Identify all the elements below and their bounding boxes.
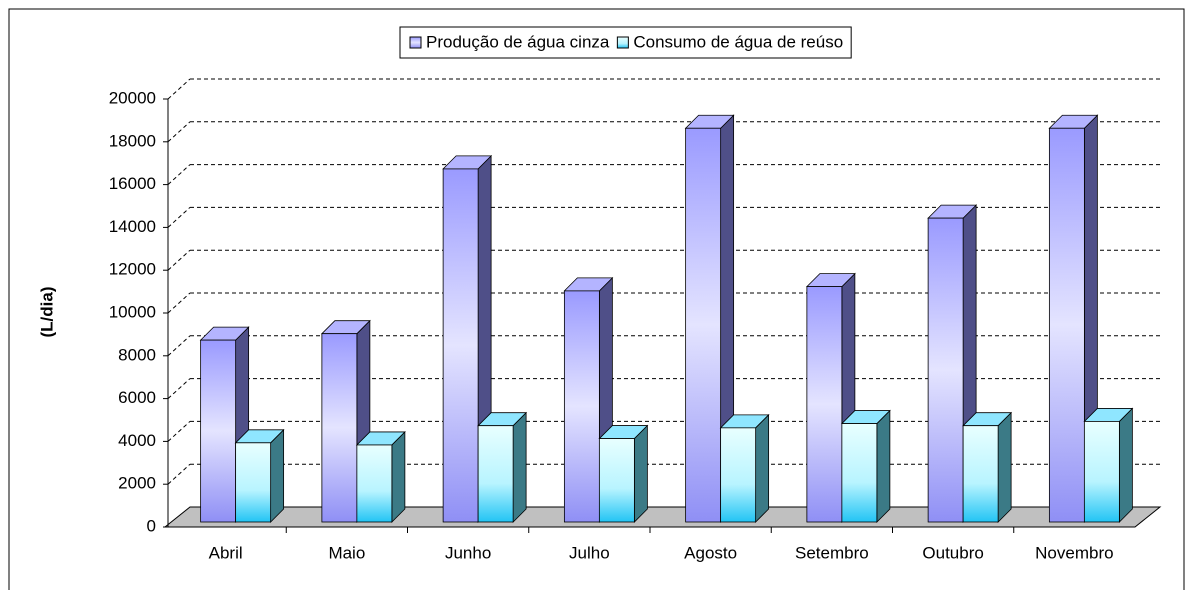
- y-tick-label: 8000: [118, 345, 156, 364]
- grid-line: [167, 207, 191, 228]
- x-tick-label: Outubro: [922, 543, 983, 562]
- bar-side: [755, 413, 770, 523]
- y-tick-label: 6000: [118, 388, 156, 407]
- bar: [234, 428, 285, 523]
- bar-side: [633, 424, 648, 523]
- bar-front: [806, 286, 843, 523]
- legend-swatch: [409, 36, 422, 49]
- y-tick-label: 4000: [118, 431, 156, 450]
- bar-front: [563, 290, 600, 523]
- bar-side: [876, 409, 891, 523]
- legend-swatch: [616, 36, 629, 49]
- bar: [719, 413, 770, 523]
- grid-line: [167, 249, 191, 271]
- legend-label: Produção de água cinza: [426, 32, 610, 51]
- grid-line: [167, 164, 191, 185]
- x-tick-label: Julho: [569, 543, 610, 562]
- bar-side: [997, 411, 1012, 523]
- bar-side: [270, 428, 285, 523]
- bar: [355, 430, 406, 523]
- bar-front: [477, 425, 514, 523]
- bar-front: [1083, 421, 1120, 523]
- y-tick-label: 14000: [109, 217, 156, 236]
- floor: [163, 506, 1162, 528]
- x-tick-label: Junho: [445, 543, 491, 562]
- y-tick-label: 0: [147, 516, 156, 535]
- bar-front: [598, 438, 635, 523]
- bar-side: [512, 411, 527, 523]
- y-tick-label: 16000: [109, 174, 156, 193]
- legend-label: Consumo de água de reúso: [633, 32, 843, 51]
- grid-line: [167, 378, 191, 399]
- grid-line: [167, 335, 191, 357]
- bar: [840, 409, 891, 523]
- bar-front: [927, 217, 964, 523]
- bar: [962, 411, 1013, 523]
- grid-line: [167, 292, 191, 314]
- x-tick-label: Novembro: [1035, 543, 1113, 562]
- y-tick-label: 20000: [109, 88, 156, 107]
- bar-front: [200, 339, 237, 523]
- grid-line: [167, 78, 191, 100]
- frame: [8, 8, 1185, 590]
- y-axis-label: (L/dia): [37, 287, 56, 338]
- x-tick-label: Abril: [209, 543, 243, 562]
- y-tick-label: 2000: [118, 474, 156, 493]
- bar: [1083, 407, 1134, 523]
- x-tick-label: Maio: [328, 543, 365, 562]
- bar: [477, 411, 528, 523]
- grid-line: [167, 121, 191, 143]
- bar-front: [1048, 127, 1085, 523]
- bar-side: [1118, 407, 1133, 523]
- bar-front: [356, 444, 393, 523]
- x-tick-label: Setembro: [795, 543, 869, 562]
- bar-front: [442, 168, 479, 523]
- bar-front: [321, 333, 358, 523]
- grid-line: [167, 421, 191, 442]
- bar-front: [720, 427, 757, 523]
- bar: [598, 424, 649, 523]
- y-tick-label: 18000: [109, 131, 156, 150]
- bar-front: [685, 127, 722, 523]
- grid-line: [167, 463, 191, 485]
- x-tick-label: Agosto: [684, 543, 737, 562]
- bar-front: [962, 425, 999, 523]
- bar-front: [841, 423, 878, 523]
- y-tick-label: 12000: [109, 260, 156, 279]
- bar-front: [235, 442, 272, 523]
- bar-side: [391, 430, 406, 523]
- legend: Produção de água cinza Consumo de água de…: [399, 26, 852, 59]
- y-tick-label: 10000: [109, 302, 156, 321]
